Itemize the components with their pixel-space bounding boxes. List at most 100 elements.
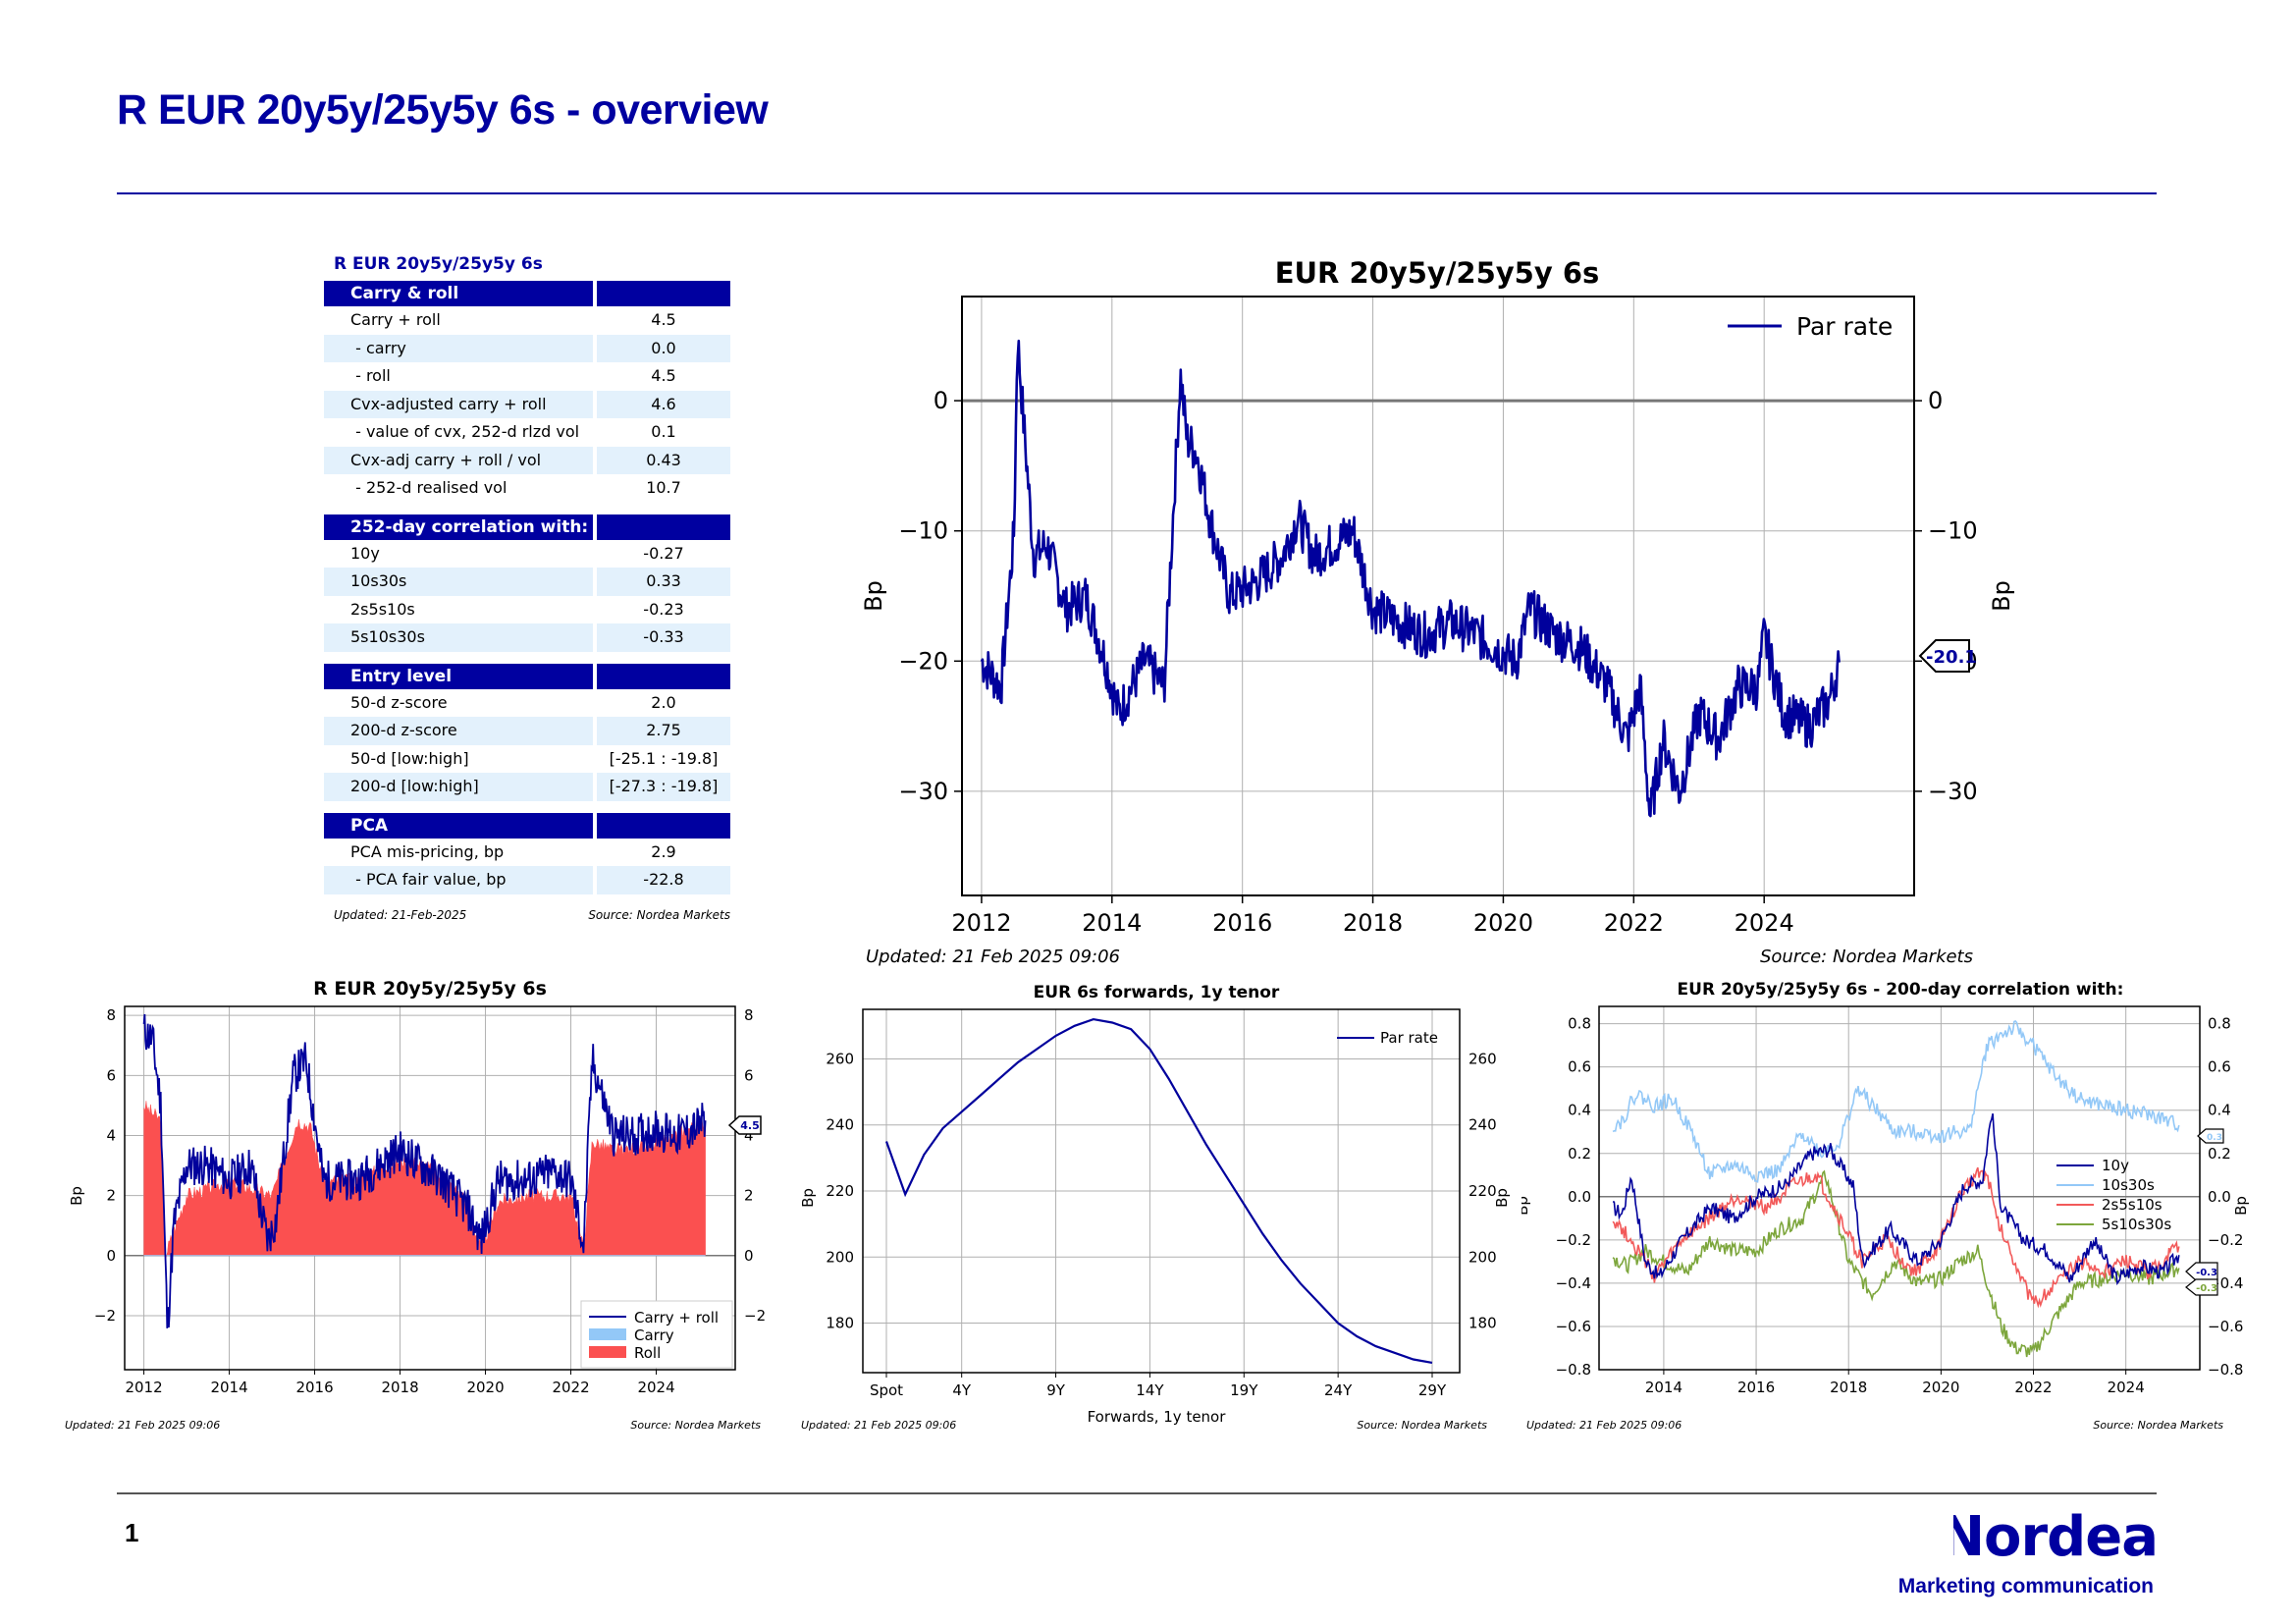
table-row: Carry + roll 4.5 <box>324 306 730 335</box>
fwd-ytick-label-right: 260 <box>1468 1050 1497 1067</box>
corr-ytick-label-right: 0.2 <box>2208 1145 2231 1163</box>
table-footer: Updated: 21-Feb-2025 Source: Nordea Mark… <box>324 906 730 922</box>
row-label: 50-d z-score <box>350 692 448 712</box>
main-chart-updated: Updated: 21 Feb 2025 09:06 <box>866 947 1120 967</box>
main-xtick-label: 2016 <box>1212 909 1272 937</box>
corr-xtick-label: 2016 <box>1737 1379 1775 1396</box>
table-updated: Updated: 21-Feb-2025 <box>334 907 467 922</box>
fwd-ytick-label-right: 220 <box>1468 1182 1497 1200</box>
row-value: -0.27 <box>643 543 684 563</box>
fwd-xtick-label: 19Y <box>1230 1381 1258 1399</box>
corr-series-line-2s5s10s <box>1612 1166 2180 1309</box>
fwd-ytick-label: 240 <box>826 1116 854 1134</box>
main-ytick-label-right: 0 <box>1928 387 1943 414</box>
table-row: 200-d [low:high] [-27.3 : -19.8] <box>324 773 730 801</box>
corr-legend-label-2s5s10s: 2s5s10s <box>2102 1196 2163 1214</box>
corr-ytick-label: 0.2 <box>1568 1145 1591 1163</box>
carry-legend-swatch-carry <box>589 1328 626 1340</box>
marketing-label: Marketing communication <box>1897 1575 2154 1597</box>
fwd-xtick-label: 9Y <box>1046 1381 1066 1399</box>
fwd-chart-ylabel-right: Bp <box>1493 1188 1511 1208</box>
row-value: 0.0 <box>597 334 730 362</box>
row-label: 200-d z-score <box>324 717 593 745</box>
fwd-chart-grid <box>863 1009 1460 1373</box>
table-section-header: PCA <box>324 812 730 839</box>
table-row: PCA mis-pricing, bp 2.9 <box>324 839 730 867</box>
corr-ytick-label-right: −0.2 <box>2208 1231 2243 1249</box>
carry-chart-ticks: 2012 2014 2016 2018 2020 2022 2024 −2 −2 0 0 2 2 4 4 6 6… <box>94 1006 766 1396</box>
row-value: 2.75 <box>597 717 730 745</box>
row-label: - carry <box>324 334 593 362</box>
main-chart-grid <box>962 297 1914 895</box>
table-row: - 252-d realised vol 10.7 <box>324 474 730 503</box>
fwd-legend-label: Par rate <box>1380 1029 1438 1047</box>
corr-last-value-badges: 0.3 -0.3 -0.3 <box>2185 1128 2224 1296</box>
table-section: Carry & roll Carry + roll 4.5 - carry 0.0 -… <box>324 281 730 503</box>
table-row: 10s30s 0.33 <box>324 568 730 596</box>
carry-chart-title: R EUR 20y5y/25y5y 6s <box>313 978 547 1000</box>
corr-badge-shape-3 <box>2185 1278 2218 1296</box>
row-label: - PCA fair value, bp <box>324 866 593 894</box>
main-ytick-label-right: −30 <box>1928 778 1978 805</box>
carry-ytick-label-right: 2 <box>744 1187 754 1205</box>
carry-chart-ylabel: Bp <box>68 1186 85 1206</box>
corr-badge-value-2: -0.3 <box>2196 1268 2217 1278</box>
section-title: PCA <box>324 812 593 839</box>
row-value: -22.8 <box>597 866 730 894</box>
main-chart-frame <box>961 296 1915 896</box>
fwd-chart-legend: Par rate <box>1337 1029 1438 1047</box>
main-ytick-label: 0 <box>934 387 948 414</box>
main-series-line <box>980 339 1841 818</box>
corr-legend-label-10s30s: 10s30s <box>2102 1176 2155 1194</box>
carry-badge-value: 4.5 <box>740 1119 760 1132</box>
section-header-cell <box>597 812 730 839</box>
table-row: - roll 4.5 <box>324 362 730 391</box>
corr-series-line-10s30s <box>1612 1020 2180 1184</box>
row-label: 10s30s <box>324 568 593 596</box>
table-row: 10y -0.27 <box>324 540 730 568</box>
row-label: 200-d [low:high] <box>324 773 593 801</box>
corr-ytick-label-right: −0.8 <box>2208 1361 2243 1379</box>
carry-chart: R EUR 20y5y/25y5y 6s 2012 2014 2016 2018 202… <box>65 978 766 1432</box>
main-chart-source: Source: Nordea Markets <box>1760 947 1973 967</box>
main-xtick-label: 2022 <box>1604 909 1664 937</box>
corr-ytick-label: 0.6 <box>1568 1058 1591 1076</box>
corr-ytick-label: 0.4 <box>1568 1102 1591 1119</box>
main-chart-ylabel-right: Bp <box>1988 580 2015 612</box>
table-row: 200-d z-score 2.75 <box>324 717 730 745</box>
nordea-logo: Nordea <box>1953 1505 2159 1569</box>
main-badge-value: -20.1 <box>1926 647 1977 668</box>
row-value: 2.0 <box>651 692 676 712</box>
row-value: 4.6 <box>597 390 730 418</box>
corr-chart-source: Source: Nordea Markets <box>2093 1419 2223 1432</box>
carry-legend-label-carry: Carry <box>634 1326 674 1344</box>
row-value: -0.33 <box>597 623 730 652</box>
carry-ytick-label-right: −2 <box>744 1307 766 1325</box>
carry-ytick-label: −2 <box>94 1307 116 1325</box>
row-value: -0.23 <box>643 599 684 619</box>
main-xtick-label: 2018 <box>1343 909 1403 937</box>
row-label: - 252-d realised vol <box>350 478 507 497</box>
main-ytick-label: −30 <box>898 778 948 805</box>
carry-ytick-label: 8 <box>106 1006 116 1024</box>
corr-chart: EUR 20y5y/25y5y 6s - 200-day correlation… <box>1522 980 2250 1432</box>
section-header-cell <box>597 514 730 540</box>
fwd-chart-series <box>884 1017 1433 1364</box>
corr-ytick-label: −0.2 <box>1556 1231 1591 1249</box>
section-title: Entry level <box>324 663 593 689</box>
carry-ytick-label-right: 0 <box>744 1247 754 1265</box>
section-title: 252-day correlation with: <box>324 514 593 540</box>
fwd-series-line <box>884 1017 1433 1364</box>
carry-chart-source: Source: Nordea Markets <box>630 1419 761 1432</box>
table-row: Cvx-adj carry + roll / vol 0.43 <box>324 446 730 474</box>
corr-chart-frame <box>1598 1005 2201 1371</box>
carry-ytick-label-right: 6 <box>744 1066 754 1084</box>
row-value: 0.1 <box>651 422 676 441</box>
corr-ytick-label: −0.8 <box>1556 1361 1591 1379</box>
fwd-chart-frame <box>862 1008 1461 1374</box>
row-value: [-25.1 : -19.8] <box>609 748 719 768</box>
fwd-xtick-label: 24Y <box>1324 1381 1353 1399</box>
carry-legend-label-roll: Roll <box>634 1344 661 1362</box>
fwd-xtick-label: 29Y <box>1418 1381 1447 1399</box>
carry-badge-shape <box>727 1115 762 1135</box>
